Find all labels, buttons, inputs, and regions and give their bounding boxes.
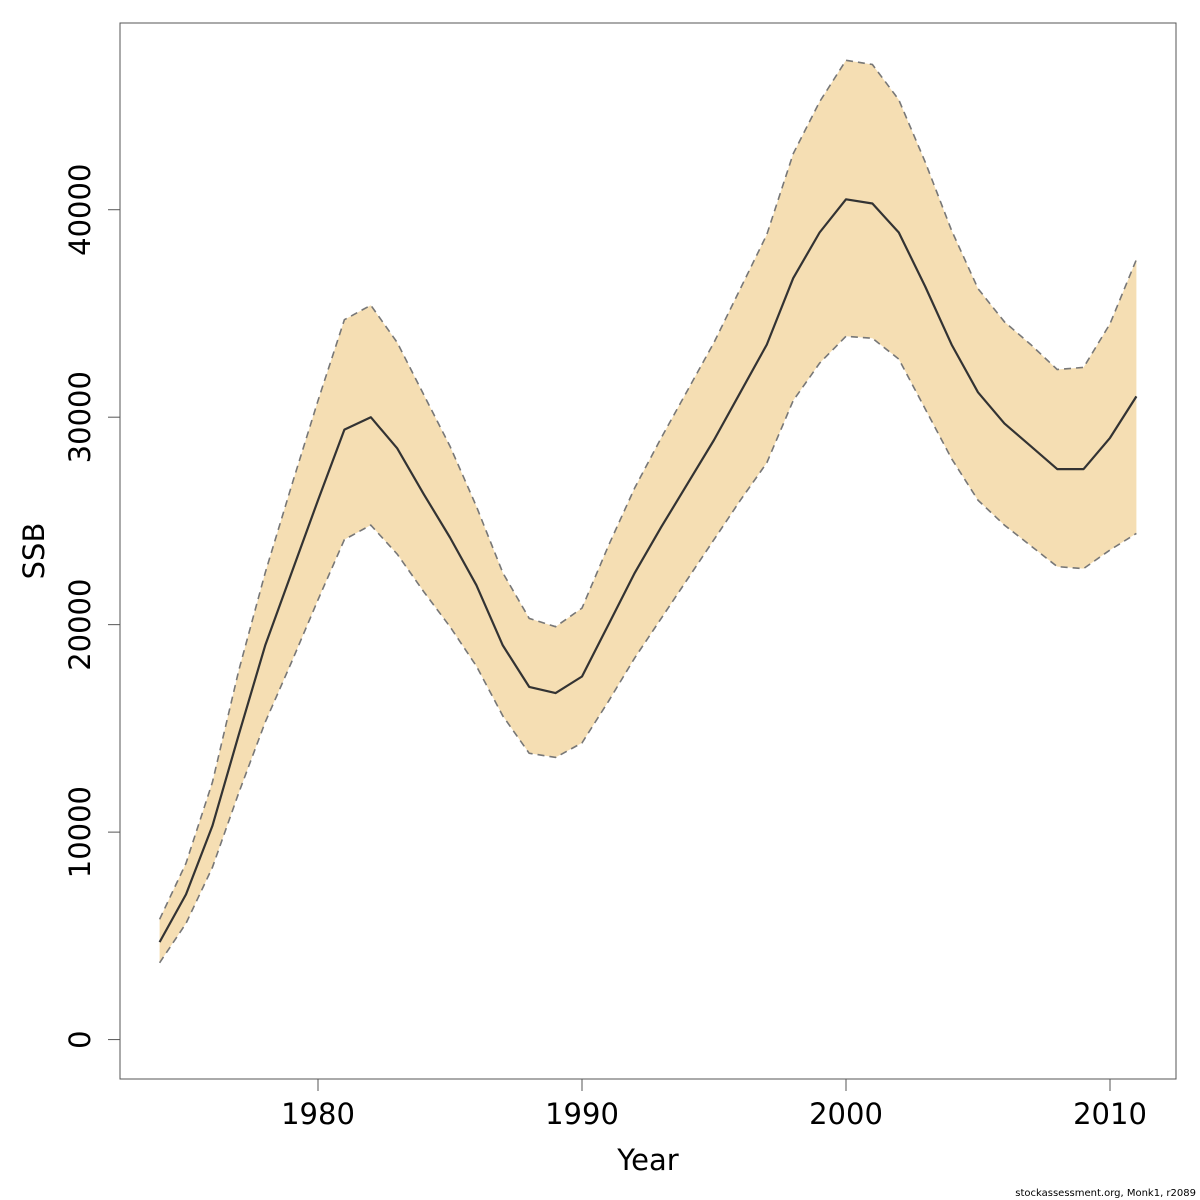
y-tick-label: 30000: [63, 371, 97, 463]
confidence-band: [159, 60, 1137, 963]
x-tick-label: 1980: [281, 1097, 355, 1131]
confidence-band-layer: [159, 60, 1137, 963]
credit-text: stockassessment.org, Monk1, r2089: [1015, 1188, 1196, 1199]
y-tick-label: 20000: [63, 579, 97, 671]
y-tick-label: 40000: [63, 164, 97, 256]
y-axis: 0 10000 20000 30000 40000: [63, 164, 120, 1049]
y-tick-label: 0: [63, 1030, 97, 1048]
upper-bound-line: [158, 59, 1138, 920]
ssb-estimate-line: [158, 198, 1138, 943]
series-line-layer: [158, 59, 1138, 964]
x-axis: 1980 1990 2000 2010: [281, 1079, 1147, 1131]
y-axis-title: SSB: [17, 523, 51, 580]
x-tick-label: 2010: [1073, 1097, 1147, 1131]
x-tick-label: 2000: [809, 1097, 883, 1131]
x-tick-label: 1990: [545, 1097, 619, 1131]
lower-bound-line: [158, 335, 1137, 964]
x-axis-title: Year: [616, 1143, 678, 1177]
plot-frame: [119, 22, 1177, 1080]
y-tick-label: 10000: [63, 786, 97, 878]
